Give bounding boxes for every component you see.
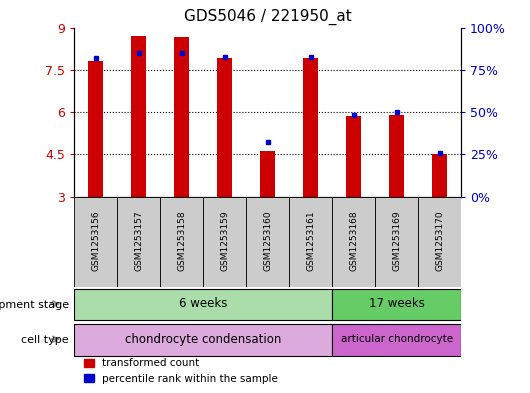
Text: GSM1253157: GSM1253157 [134, 210, 143, 271]
FancyBboxPatch shape [332, 288, 461, 321]
FancyBboxPatch shape [203, 196, 246, 287]
Bar [260, 151, 275, 196]
Bar [88, 61, 103, 196]
Bar [346, 116, 361, 196]
Text: GSM1253160: GSM1253160 [263, 210, 272, 271]
Text: development stage: development stage [0, 299, 69, 310]
Text: chondrocyte condensation: chondrocyte condensation [125, 333, 281, 346]
Legend: transformed count, percentile rank within the sample: transformed count, percentile rank withi… [80, 354, 282, 388]
Text: GSM1253158: GSM1253158 [177, 210, 186, 271]
Text: 6 weeks: 6 weeks [179, 298, 227, 310]
FancyBboxPatch shape [74, 288, 332, 321]
FancyBboxPatch shape [332, 324, 461, 356]
FancyBboxPatch shape [246, 196, 289, 287]
Bar [131, 36, 146, 197]
Title: GDS5046 / 221950_at: GDS5046 / 221950_at [184, 9, 351, 25]
Text: GSM1253161: GSM1253161 [306, 210, 315, 271]
FancyBboxPatch shape [160, 196, 203, 287]
FancyBboxPatch shape [117, 196, 160, 287]
Text: articular chondrocyte: articular chondrocyte [341, 334, 453, 344]
FancyBboxPatch shape [375, 196, 418, 287]
Text: GSM1253169: GSM1253169 [392, 210, 401, 271]
FancyBboxPatch shape [418, 196, 461, 287]
FancyBboxPatch shape [74, 324, 332, 356]
Bar [303, 59, 318, 196]
Bar [389, 115, 404, 196]
FancyBboxPatch shape [332, 196, 375, 287]
Text: GSM1253168: GSM1253168 [349, 210, 358, 271]
FancyBboxPatch shape [74, 196, 117, 287]
Text: 17 weeks: 17 weeks [369, 298, 425, 310]
Text: GSM1253156: GSM1253156 [91, 210, 100, 271]
Text: cell type: cell type [21, 335, 69, 345]
Bar [432, 154, 447, 196]
FancyBboxPatch shape [289, 196, 332, 287]
Bar [174, 37, 189, 197]
Text: GSM1253170: GSM1253170 [435, 210, 444, 271]
Bar [217, 59, 232, 196]
Text: GSM1253159: GSM1253159 [220, 210, 229, 271]
